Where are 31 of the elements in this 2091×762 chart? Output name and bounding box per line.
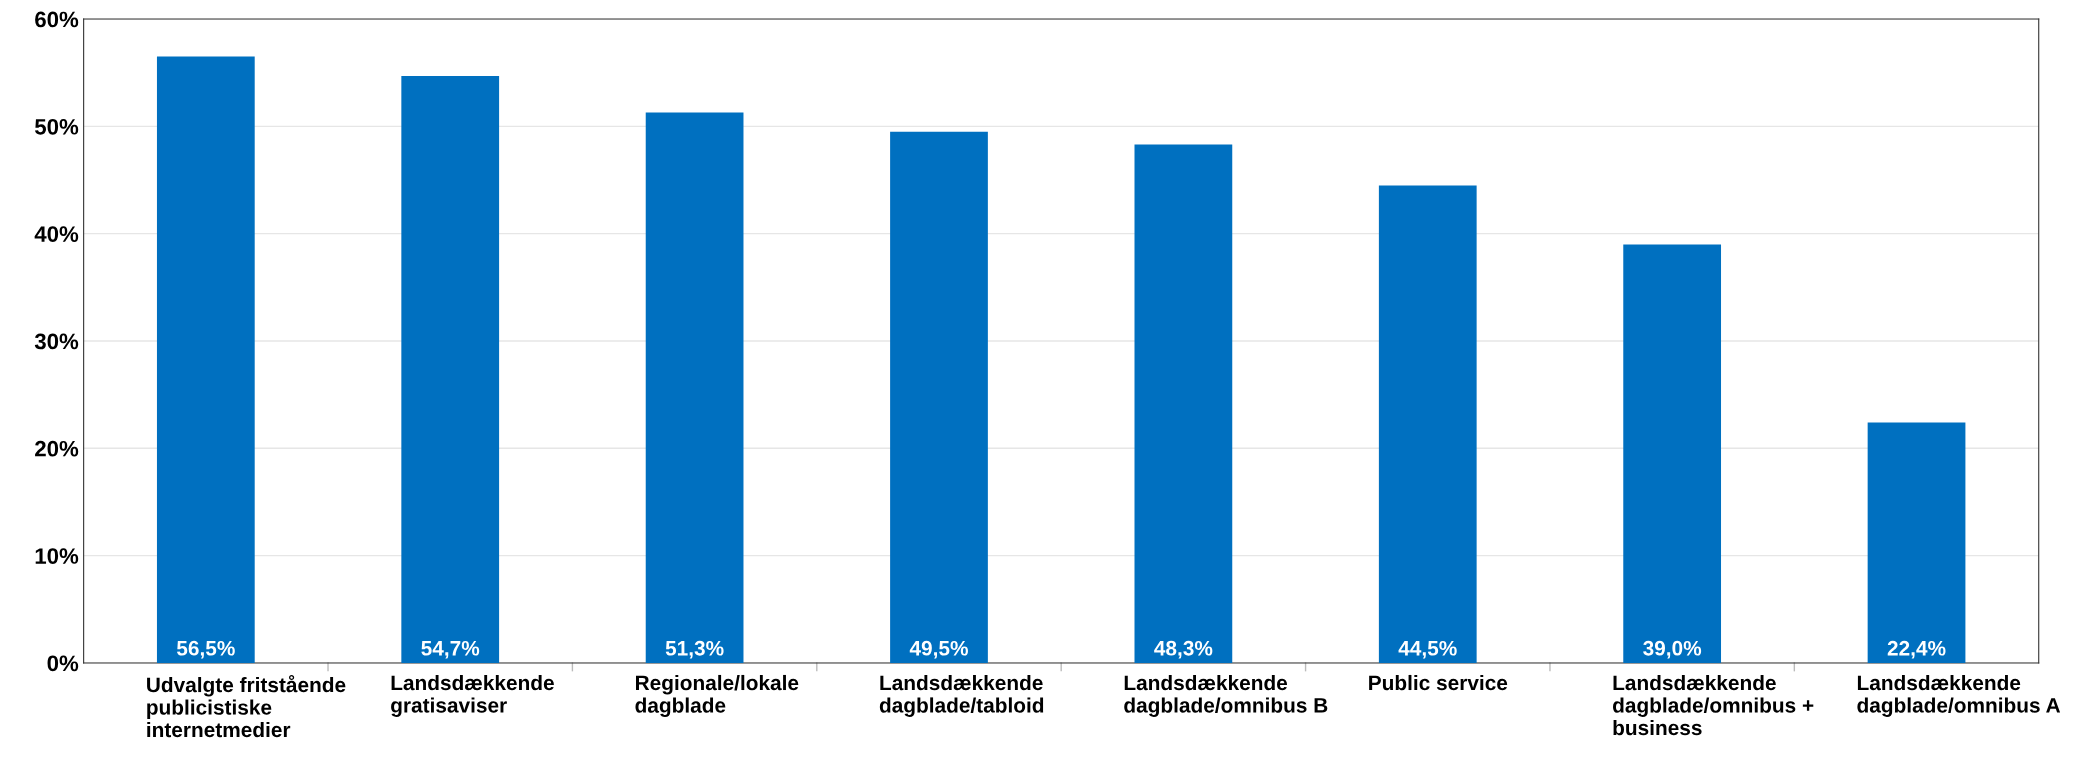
x-tick-label: Landsdækkende dagblade/omnibus B (1124, 674, 1328, 717)
bar (401, 75, 500, 663)
y-tick-label: 20% (35, 440, 79, 457)
x-tick-label: Udvalgte fritstående publicistiske internetmedier (147, 674, 346, 738)
y-tick-label: 0% (47, 655, 79, 672)
data-label: 56,5% (176, 640, 235, 659)
y-tick-label: 30% (34, 333, 79, 350)
data-label: 51,3% (665, 640, 724, 659)
data-label: 39,0% (1643, 640, 1702, 659)
bar (1378, 185, 1477, 663)
bar (1623, 244, 1722, 663)
y-tick-label: 40% (34, 226, 79, 242)
x-tick-label: Landsdækkende dagblade/omnibus A (1857, 674, 2061, 717)
y-tick-label: 50% (34, 118, 79, 135)
data-label: 48,3% (1154, 640, 1213, 659)
data-label: 44,5% (1398, 640, 1457, 659)
x-tick-label: Landsdækkende dagblade/tabloid (879, 674, 1044, 717)
data-label: 54,7% (421, 640, 480, 659)
x-tick-label: Public service (1369, 674, 1508, 691)
x-tick-label: Regionale/lokale dagblade (635, 674, 799, 717)
bar (890, 131, 988, 663)
y-tick-label: 60% (35, 11, 79, 28)
y-tick-label: 10% (35, 548, 79, 564)
bar (156, 56, 255, 663)
x-tick-label: Landsdækkende dagblade/omnibus + business (1613, 674, 1814, 736)
bar (645, 112, 744, 663)
x-tick-label: Landsdækkende gratisaviser (391, 674, 554, 717)
data-label: 49,5% (909, 640, 968, 659)
bar (1134, 144, 1233, 663)
bar (1867, 422, 1966, 663)
data-label: 22,4% (1887, 640, 1946, 659)
